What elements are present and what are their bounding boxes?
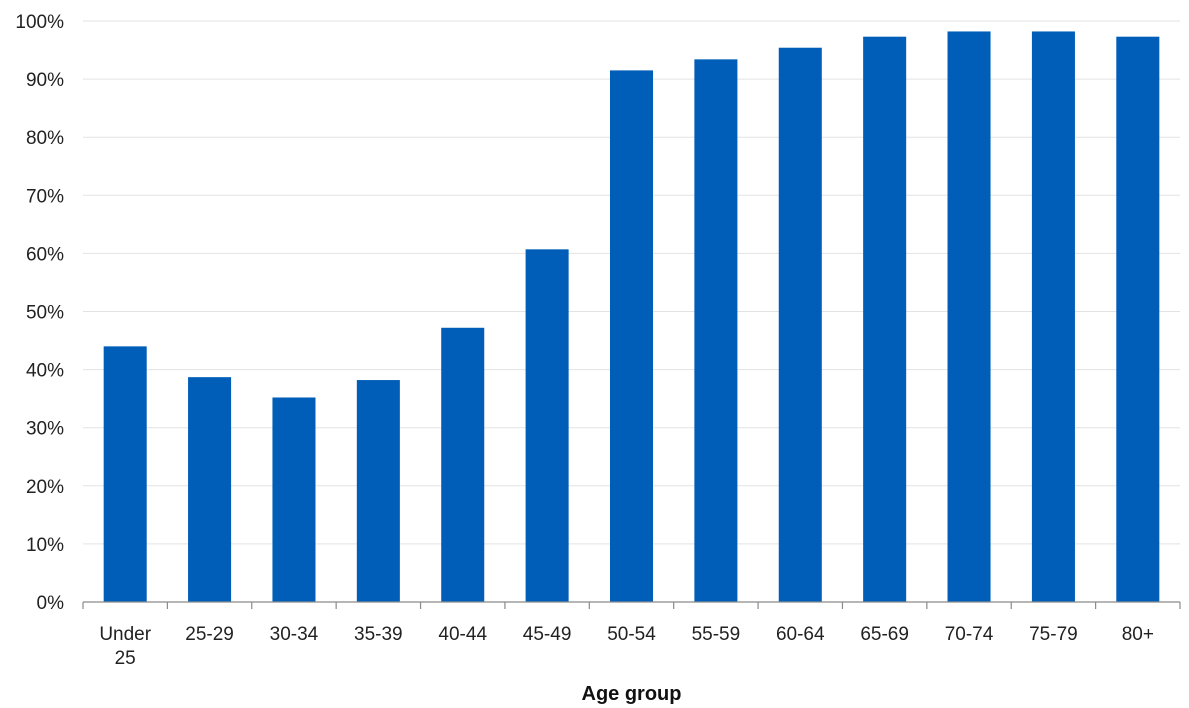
x-tick-label: 40-44 <box>438 624 487 645</box>
bar <box>694 59 738 602</box>
x-tick-label: 55-59 <box>692 624 741 645</box>
x-tick-label: 65-69 <box>860 624 909 645</box>
y-tick-label: 60% <box>26 244 64 265</box>
axes <box>82 601 1181 609</box>
bar <box>1031 31 1075 602</box>
y-tick-label: 10% <box>26 535 64 556</box>
y-tick-label: 40% <box>26 361 64 382</box>
x-tick-label: 80+ <box>1122 624 1154 645</box>
bar <box>863 36 907 602</box>
x-tick-labels: Under 25 25-29 30-34 35-39 40-44 45-49 50-54 55-… <box>99 624 1154 669</box>
x-tick-label: 35-39 <box>354 624 403 645</box>
x-tick-label: 30-34 <box>270 624 319 645</box>
x-axis-title: Age group <box>582 683 682 705</box>
bar <box>103 346 147 602</box>
x-tick-label: Under 25 <box>99 624 151 669</box>
y-tick-label: 50% <box>26 303 64 324</box>
bar <box>188 377 232 602</box>
y-tick-label: 100% <box>15 12 64 33</box>
bar <box>947 31 991 602</box>
bar <box>441 327 485 602</box>
x-tick-label: 60-64 <box>776 624 825 645</box>
y-tick-label: 20% <box>26 477 64 498</box>
bar <box>356 380 400 602</box>
bar <box>272 397 316 602</box>
y-tick-label: 0% <box>37 593 65 614</box>
bar <box>525 249 569 602</box>
y-tick-label: 90% <box>26 70 64 91</box>
bar <box>778 47 822 602</box>
y-tick-label: 30% <box>26 419 64 440</box>
y-tick-label: 80% <box>26 128 64 149</box>
x-tick-label: 25-29 <box>185 624 234 645</box>
x-tick-label: 75-79 <box>1029 624 1078 645</box>
x-tick-label: 45-49 <box>523 624 572 645</box>
x-tick-label: 70-74 <box>945 624 994 645</box>
bars <box>103 31 1160 602</box>
y-tick-label: 70% <box>26 186 64 207</box>
bar <box>609 70 654 602</box>
y-tick-labels: 0% 10% 20% 30% 40% 50% 60% 70% 80% 90% 100% <box>15 12 64 614</box>
bar <box>1116 36 1160 602</box>
x-tick-label: 50-54 <box>607 624 656 645</box>
